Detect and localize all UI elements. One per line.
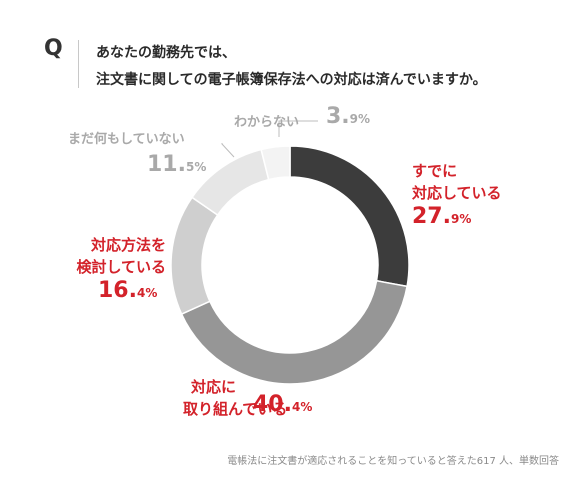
slice-label-line: 取り組んでいる xyxy=(183,400,288,418)
slice-value-in-progress: 40.4% xyxy=(253,392,313,417)
slice-label-in-progress: 対応に 取り組んでいる xyxy=(183,376,287,420)
question-line-1: あなたの勤務先では、 xyxy=(96,45,236,61)
donut-slice-in-progress xyxy=(180,279,408,385)
donut-slice-unknown xyxy=(260,145,291,181)
question-text: あなたの勤務先では、 注文書に関しての電子帳簿保存法への対応は済んでいますか。 xyxy=(96,40,487,94)
slice-value: 27.9% xyxy=(412,204,472,229)
slice-value-unknown: 3.9% xyxy=(326,104,371,129)
slice-value: 16.4% xyxy=(98,278,158,303)
slice-label-line: 検討している xyxy=(76,258,166,276)
slice-label-line: 対応方法を xyxy=(90,236,166,254)
leader-line-not-started xyxy=(221,143,235,158)
slice-label-unknown: わからない xyxy=(234,115,300,130)
question-mark: Q xyxy=(44,36,63,61)
leader-line-unknown xyxy=(278,120,318,137)
donut-slice-considering xyxy=(170,196,219,316)
footnote: 電帳法に注文書が適応されることを知っていると答えた617 人、単数回答 xyxy=(227,456,559,467)
leader-lines xyxy=(221,120,318,158)
slice-label-not-started: まだ何もしていない xyxy=(68,132,185,147)
slice-label-line: すでに xyxy=(412,162,458,180)
donut-slice-already-done xyxy=(289,145,410,288)
question-line-2: 注文書に関しての電子帳簿保存法への対応は済んでいますか。 xyxy=(96,72,487,88)
slice-label-line: 対応に xyxy=(191,378,237,396)
question-divider xyxy=(78,40,79,88)
slice-value-not-started: 11.5% xyxy=(147,152,207,177)
slice-label-already-done: すでに 対応している 27.9% xyxy=(412,160,502,229)
slice-label-considering: 対応方法を 検討している 16.4% xyxy=(60,234,166,303)
slice-label-line: 対応している xyxy=(412,184,502,202)
